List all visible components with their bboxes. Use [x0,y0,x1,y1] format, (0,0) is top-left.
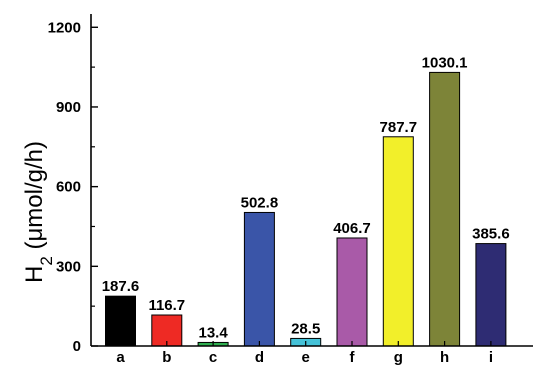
y-tick-label-600: 600 [56,179,81,196]
data-label-b: 116.7 [148,297,185,314]
bar-a [105,295,136,347]
data-label-a: 187.6 [102,278,140,295]
x-tick-label-i: i [489,349,493,365]
labels-layer: 187.6 116.7 13.4 502.8 28.5 406.7 787.7 1030.1 3… [48,19,510,365]
x-tick-label-d: d [255,349,264,365]
y-axis-label-main: H [21,266,48,283]
y-axis-label: H2 (μmol/g/h) [21,141,56,283]
bar-d [243,211,275,347]
y-tick-label-300: 300 [56,258,81,275]
data-label-c: 13.4 [198,324,228,341]
svg-text:H2 (μmol/g/h): H2 (μmol/g/h) [21,141,56,283]
axes-layer [90,14,533,347]
bar-h [429,71,461,347]
x-tick-label-c: c [209,349,217,365]
x-tick-label-a: a [116,349,125,365]
y-axis-label-unit: (μmol/g/h) [21,141,48,256]
data-label-e: 28.5 [291,320,320,337]
bar-i [475,243,507,347]
x-tick-label-b: b [162,349,171,365]
x-tick-label-e: e [302,349,310,365]
y-tick-label-900: 900 [56,99,81,116]
data-label-i: 385.6 [472,226,510,243]
x-tick-label-h: h [440,349,449,365]
x-tick-label-f: f [350,349,356,365]
y-tick-label-1200: 1200 [48,19,81,36]
bar-f [336,237,368,347]
data-label-f: 406.7 [333,220,371,237]
data-label-h: 1030.1 [422,54,468,71]
bar-b [151,314,183,347]
y-tick-label-0: 0 [73,338,81,355]
bars-layer [105,71,507,347]
data-label-g: 787.7 [380,119,418,136]
x-tick-label-g: g [394,349,403,365]
bar-g [382,136,414,347]
data-label-d: 502.8 [241,194,279,211]
y-axis-label-subscript: 2 [37,256,56,265]
